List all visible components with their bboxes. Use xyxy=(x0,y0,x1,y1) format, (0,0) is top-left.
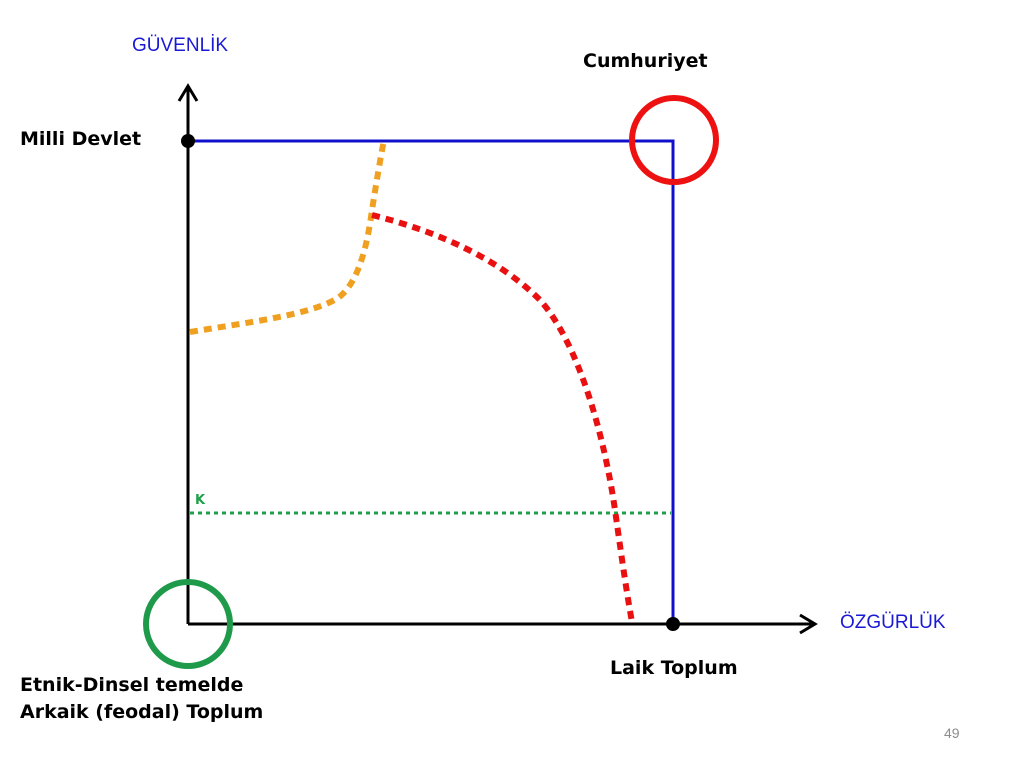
origin-circle xyxy=(143,579,233,669)
origin-label-line1: Etnik-Dinsel temelde xyxy=(20,674,244,696)
k-label: K xyxy=(195,493,206,508)
cumhuriyet-circle xyxy=(629,95,719,185)
y-axis-title: GÜVENLİK xyxy=(132,35,229,56)
milli-devlet-label: Milli Devlet xyxy=(20,128,142,150)
origin-label-line2: Arkaik (feodal) Toplum xyxy=(20,701,264,723)
laik-toplum-point xyxy=(666,617,680,631)
laik-toplum-label: Laik Toplum xyxy=(610,657,738,679)
red-dashed-curve xyxy=(371,212,635,623)
x-axis-arrowhead xyxy=(799,613,818,635)
milli-devlet-point xyxy=(181,134,195,148)
x-axis-title: ÖZGÜRLÜK xyxy=(840,612,946,633)
box-top-right-edges xyxy=(188,139,675,624)
orange-dashed-curve xyxy=(189,139,387,335)
cumhuriyet-label: Cumhuriyet xyxy=(583,50,708,72)
page-number: 49 xyxy=(944,725,960,741)
y-axis-arrowhead xyxy=(177,83,199,102)
